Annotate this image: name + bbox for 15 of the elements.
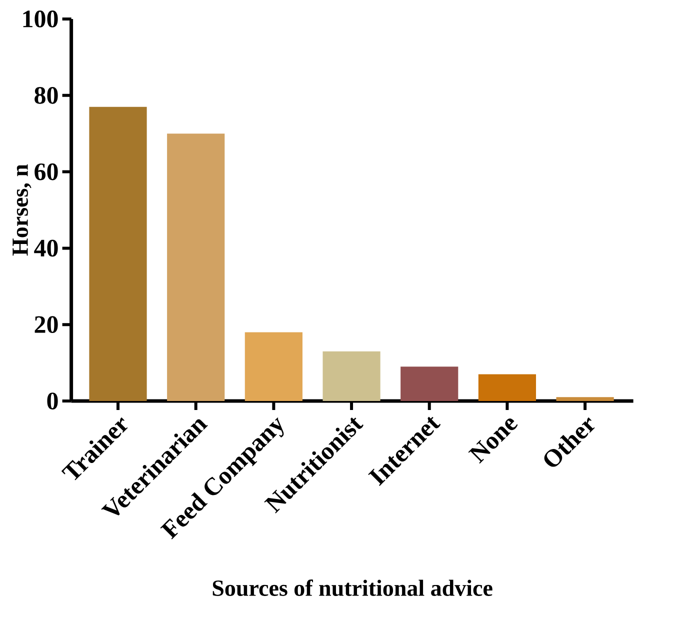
y-tick-label: 100 — [23, 10, 58, 28]
bar — [322, 351, 380, 401]
bar — [478, 374, 536, 401]
y-tick-label: 80 — [34, 86, 58, 104]
y-tick-label: 60 — [34, 163, 58, 180]
bar — [167, 134, 225, 401]
x-axis-title: Sources of nutritional advice — [212, 580, 492, 596]
bar — [244, 332, 302, 401]
y-tick-label: 0 — [47, 392, 58, 410]
bar — [89, 106, 147, 401]
bar — [400, 366, 458, 401]
y-tick-label: 20 — [34, 316, 58, 334]
bar — [556, 397, 614, 401]
y-axis-title: Horses, n — [12, 164, 32, 256]
y-tick-label: 40 — [34, 240, 58, 257]
